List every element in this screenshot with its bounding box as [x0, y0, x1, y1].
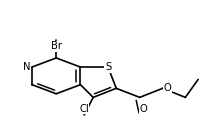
Text: Br: Br: [50, 41, 61, 51]
Text: Cl: Cl: [79, 104, 89, 114]
Text: O: O: [139, 104, 147, 114]
Text: S: S: [104, 62, 111, 72]
Text: O: O: [163, 83, 171, 93]
Text: N: N: [23, 62, 30, 72]
